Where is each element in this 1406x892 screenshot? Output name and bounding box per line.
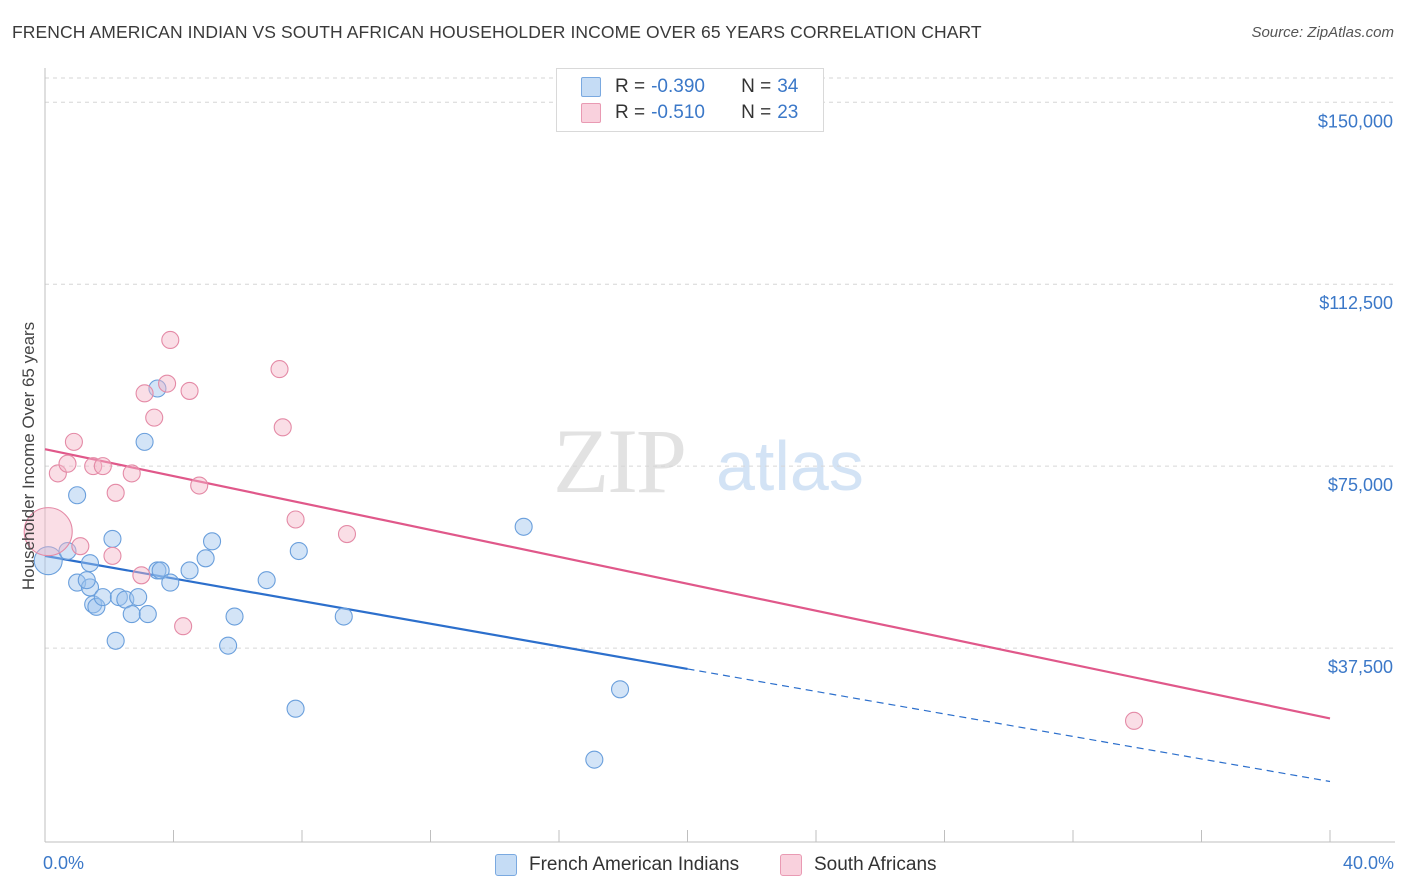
r-label: R = (615, 102, 646, 123)
r-value: -0.390 (651, 76, 705, 97)
point-french-american-indians (334, 607, 353, 626)
point-french-american-indians (219, 636, 238, 655)
chart-title: FRENCH AMERICAN INDIAN VS SOUTH AFRICAN … (12, 22, 982, 42)
point-french-american-indians (129, 588, 148, 607)
point-south-africans (132, 566, 151, 585)
point-french-american-indians (289, 541, 308, 561)
point-south-africans (71, 537, 90, 556)
point-south-africans (190, 476, 209, 495)
point-south-africans (145, 408, 164, 427)
r-value: -0.510 (651, 102, 705, 123)
x-tick-label-min: 0.0% (43, 853, 84, 873)
point-french-american-indians (257, 571, 276, 590)
point-south-africans (273, 418, 292, 437)
point-south-africans (23, 507, 73, 557)
trend-line-french-american-indians (44, 554, 688, 671)
legend-item-french-american-indians: French American Indians (495, 852, 739, 878)
swatch-pink (581, 103, 601, 123)
legend-item-south-africans: South Africans (780, 852, 937, 878)
point-french-american-indians (151, 561, 170, 580)
point-south-africans (161, 330, 180, 350)
point-french-american-indians (103, 529, 122, 548)
stats-row-french-american-indians: R = -0.390 N = 34 (581, 75, 816, 99)
point-south-africans (48, 464, 67, 483)
point-south-africans (158, 374, 177, 393)
r-label: R = (615, 76, 646, 97)
y-tick-label: $112,500 (1319, 293, 1393, 313)
point-french-american-indians (122, 605, 141, 624)
y-tick-label: $150,000 (1318, 111, 1393, 131)
point-south-africans (174, 617, 193, 636)
point-french-american-indians (225, 607, 244, 626)
point-french-american-indians (138, 605, 157, 624)
point-french-american-indians (585, 750, 604, 769)
trend-line-extension (687, 668, 1331, 783)
point-french-american-indians (514, 517, 533, 536)
n-label: N = (741, 102, 772, 123)
legend-label: South Africans (814, 854, 937, 875)
legend-label: French American Indians (529, 854, 740, 875)
point-south-africans (64, 432, 83, 451)
point-french-american-indians (161, 573, 180, 592)
point-south-africans (1124, 711, 1144, 730)
n-value: 34 (777, 76, 799, 97)
point-french-american-indians (33, 546, 63, 576)
x-tick-label-max: 40.0% (1343, 853, 1394, 873)
y-tick-label: $75,000 (1328, 475, 1393, 495)
source-label: Source: ZipAtlas.com (1251, 24, 1394, 41)
point-south-africans (286, 510, 305, 529)
grid-lines (45, 77, 1395, 649)
point-french-american-indians (80, 554, 100, 573)
trend-lines (44, 448, 1331, 783)
point-south-africans (93, 457, 112, 476)
point-south-africans (270, 360, 289, 379)
point-french-american-indians (84, 595, 103, 614)
point-french-american-indians (87, 597, 106, 616)
point-french-american-indians (610, 680, 630, 699)
point-south-africans (135, 384, 154, 403)
axes: $37,500 $75,000 $112,500 $150,000 0.0% 40.0% (43, 68, 1395, 873)
n-value: 23 (777, 102, 799, 123)
stats-legend: R = -0.390 N = 34 R = -0.510 N = 23 (556, 68, 824, 132)
legend-swatch-pink (780, 854, 802, 876)
point-french-american-indians (106, 631, 125, 650)
trend-line-south-africans (44, 448, 1331, 720)
point-french-american-indians (203, 532, 222, 551)
stats-row-south-africans: R = -0.510 N = 23 (581, 101, 816, 125)
point-french-american-indians (77, 571, 96, 590)
point-french-american-indians (135, 432, 154, 451)
y-axis-label: Householder Income Over 65 years (19, 322, 38, 590)
watermark: ZIP atlas (553, 410, 864, 512)
point-south-africans (106, 483, 125, 502)
data-points (23, 330, 1144, 769)
point-french-american-indians (196, 549, 215, 568)
point-south-africans (84, 457, 103, 476)
point-french-american-indians (286, 699, 305, 718)
y-tick-label: $37,500 (1328, 657, 1393, 677)
swatch-blue (581, 77, 601, 97)
point-french-american-indians (68, 486, 87, 505)
point-french-american-indians (93, 588, 112, 607)
point-french-american-indians (180, 561, 199, 580)
point-south-africans (58, 454, 77, 473)
point-south-africans (103, 546, 122, 565)
point-south-africans (180, 381, 199, 400)
point-south-africans (122, 464, 141, 483)
point-south-africans (337, 525, 357, 544)
watermark-zip: ZIP (553, 410, 685, 512)
legend-swatch-blue (495, 854, 517, 876)
n-label: N = (741, 76, 772, 97)
